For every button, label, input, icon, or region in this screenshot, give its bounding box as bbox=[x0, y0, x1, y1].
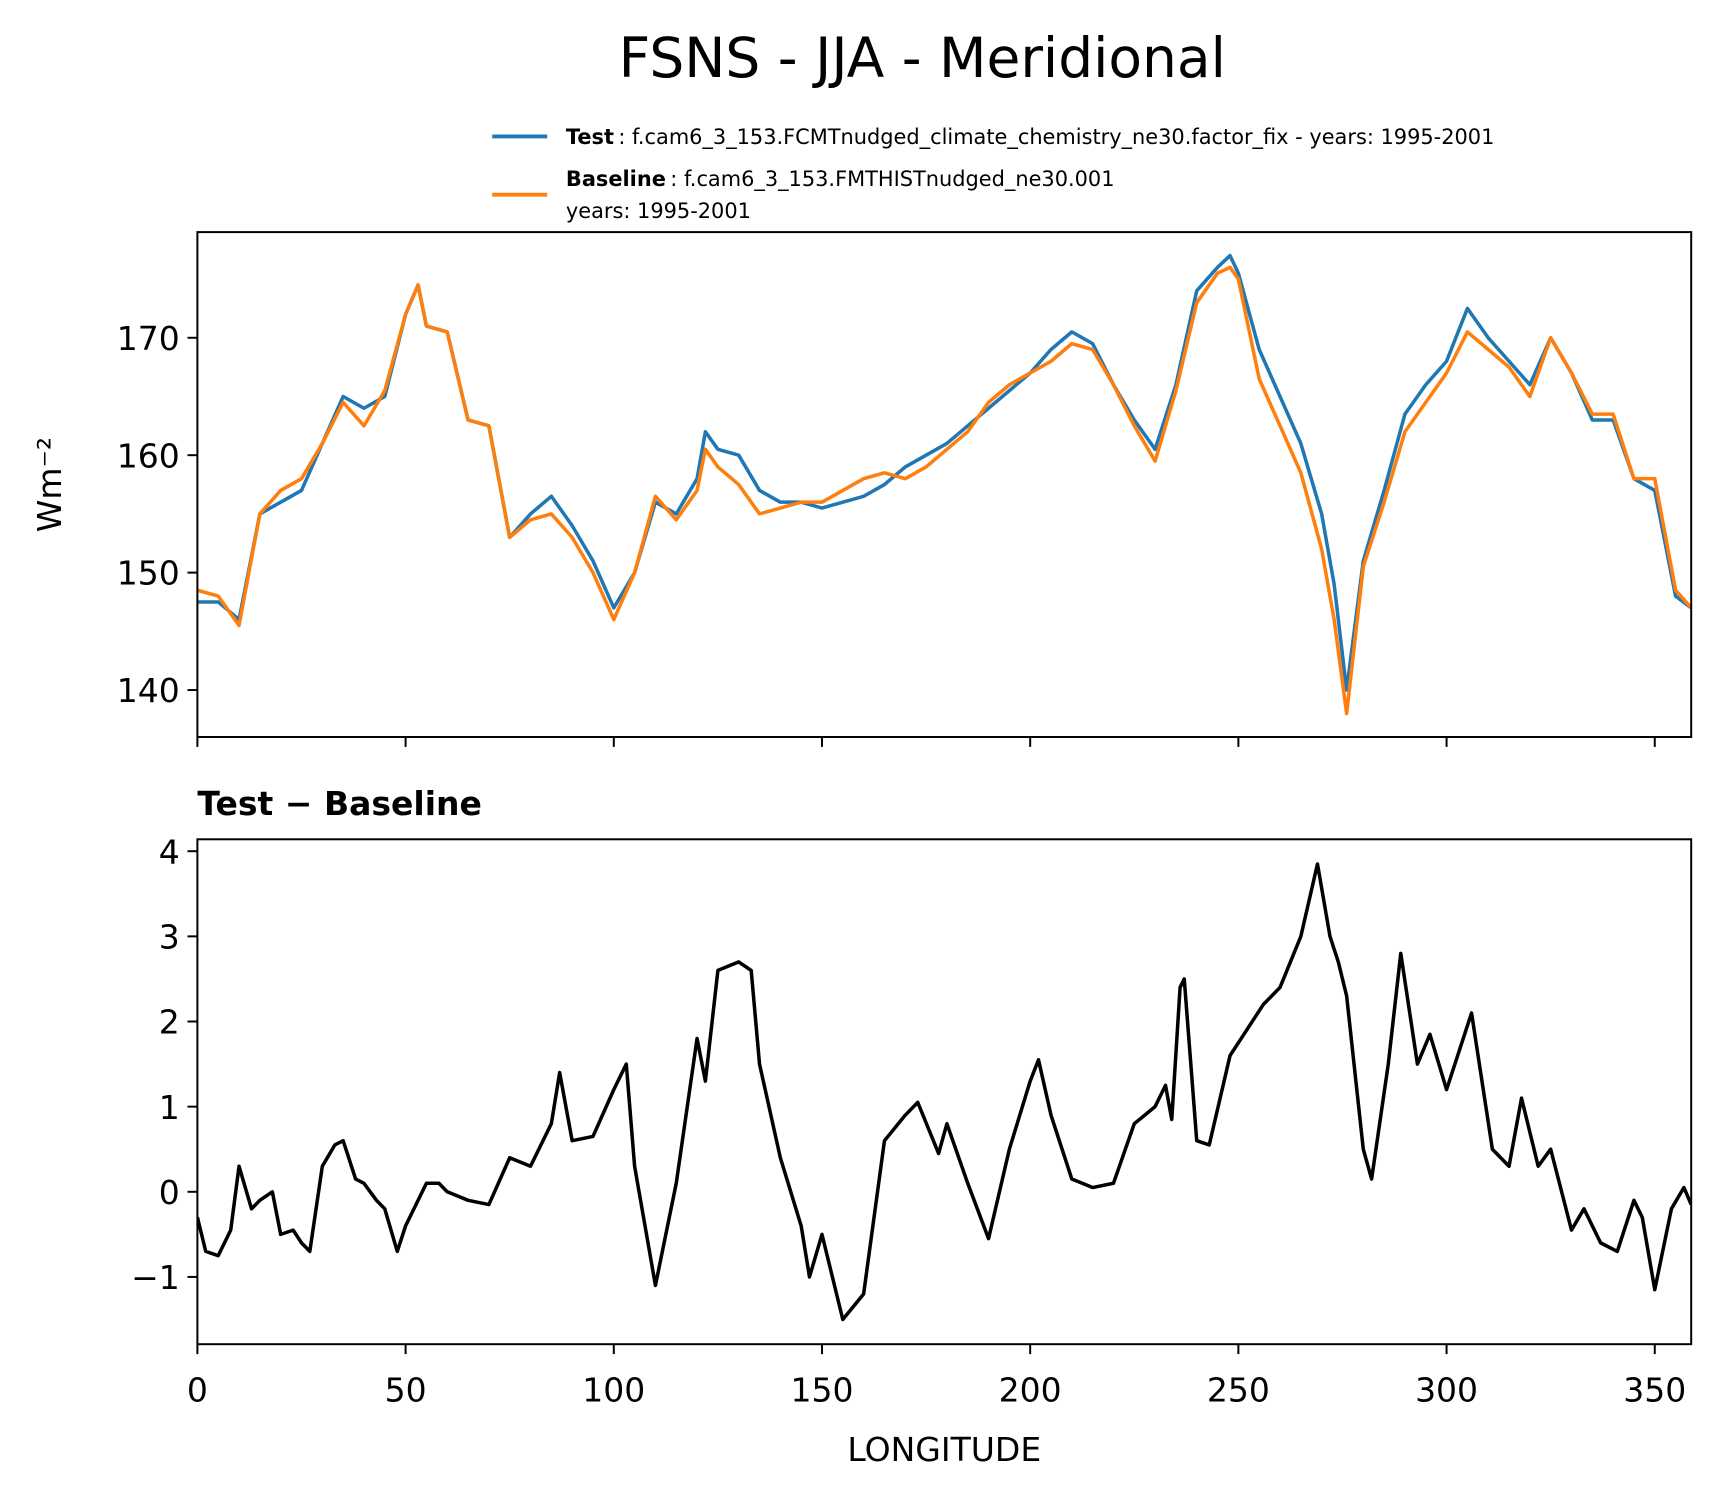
y-tick-label: 4 bbox=[159, 832, 180, 871]
legend-name: Test bbox=[566, 125, 614, 149]
x-tick-label: 250 bbox=[1207, 1370, 1270, 1409]
plot-area bbox=[197, 862, 1692, 1322]
legend-detail: years: 1995-2001 bbox=[566, 199, 751, 223]
y-tick-label: 2 bbox=[159, 1003, 180, 1042]
legend-detail: : f.cam6_3_153.FMTHISTnudged_ne30.001 bbox=[670, 167, 1114, 192]
x-tick-label: 50 bbox=[385, 1370, 427, 1409]
y-tick-label: 170 bbox=[117, 319, 180, 358]
x-tick-label: 200 bbox=[999, 1370, 1062, 1409]
x-tick-label: 0 bbox=[187, 1370, 208, 1409]
x-tick-label: 300 bbox=[1415, 1370, 1478, 1409]
legend-detail: : f.cam6_3_153.FCMTnudged_climate_chemis… bbox=[618, 125, 1494, 150]
plot-area bbox=[197, 253, 1692, 716]
y-tick-label: 150 bbox=[117, 554, 180, 593]
y-tick-label: −1 bbox=[131, 1258, 180, 1297]
legend-name: Baseline bbox=[566, 167, 666, 191]
series-line bbox=[197, 253, 1692, 692]
legend-label: Baseline: f.cam6_3_153.FMTHISTnudged_ne3… bbox=[566, 167, 1115, 192]
y-tick-label: 0 bbox=[159, 1173, 180, 1212]
figure-title: FSNS - JJA - Meridional bbox=[619, 26, 1226, 90]
y-tick-label: 140 bbox=[117, 671, 180, 710]
y-tick-label: 1 bbox=[159, 1088, 180, 1127]
y-axis-label: Wm⁻² bbox=[30, 437, 69, 532]
x-tick-label: 350 bbox=[1623, 1370, 1686, 1409]
series-line bbox=[197, 862, 1692, 1322]
x-tick-label: 100 bbox=[582, 1370, 645, 1409]
axes-frame bbox=[196, 838, 1693, 1346]
y-tick-label: 3 bbox=[159, 917, 180, 956]
x-tick-label: 150 bbox=[790, 1370, 853, 1409]
series-line bbox=[197, 265, 1692, 716]
legend-label: Test: f.cam6_3_153.FCMTnudged_climate_ch… bbox=[566, 125, 1494, 150]
subplot-title: Test − Baseline bbox=[197, 784, 482, 823]
axes-frame bbox=[196, 231, 1693, 738]
x-axis-label: LONGITUDE bbox=[847, 1430, 1041, 1469]
y-tick-label: 160 bbox=[117, 436, 180, 475]
